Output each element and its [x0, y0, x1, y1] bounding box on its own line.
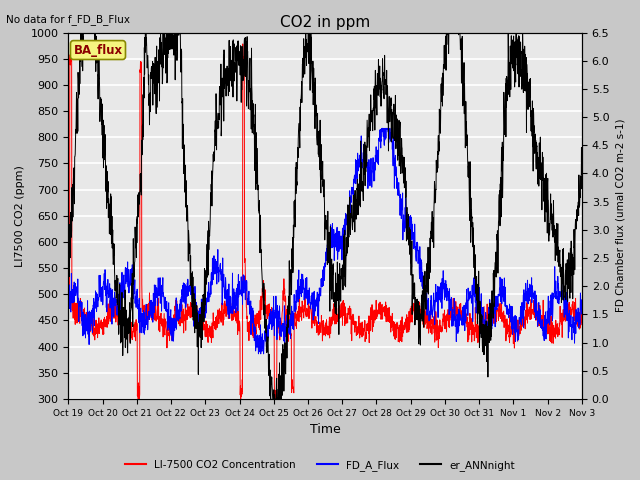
- Y-axis label: LI7500 CO2 (ppm): LI7500 CO2 (ppm): [15, 165, 25, 267]
- X-axis label: Time: Time: [310, 423, 340, 436]
- Text: BA_flux: BA_flux: [74, 44, 122, 57]
- Y-axis label: FD Chamber flux (umal CO2 m-2 s-1): FD Chamber flux (umal CO2 m-2 s-1): [615, 119, 625, 312]
- Legend: LI-7500 CO2 Concentration, FD_A_Flux, er_ANNnight: LI-7500 CO2 Concentration, FD_A_Flux, er…: [121, 456, 519, 475]
- Text: No data for f_FD_B_Flux: No data for f_FD_B_Flux: [6, 14, 131, 25]
- Title: CO2 in ppm: CO2 in ppm: [280, 15, 371, 30]
